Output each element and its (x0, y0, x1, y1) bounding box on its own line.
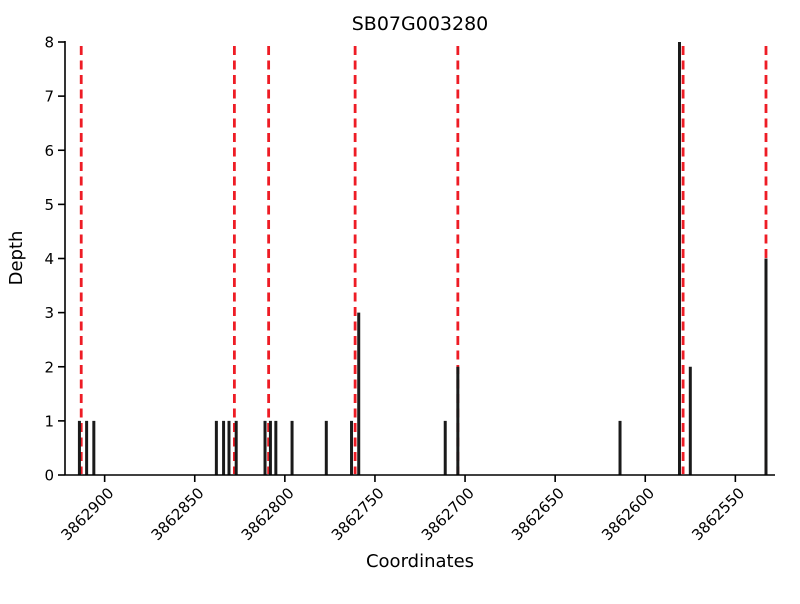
y-tick-label: 4 (44, 250, 54, 268)
x-tick-label: 3862550 (688, 484, 748, 544)
x-tick-label: 3862850 (148, 484, 208, 544)
y-tick-label: 0 (44, 467, 54, 485)
y-tick-label: 8 (44, 34, 54, 52)
marker-lines-group (79, 46, 768, 474)
y-tick-label: 3 (44, 304, 54, 322)
x-tick-label: 3862800 (238, 484, 298, 544)
chart-title: SB07G003280 (352, 13, 489, 35)
axes-group: 0 1 2 3 4 5 6 7 8 3862900 3862850 3862800 3862750 386… (44, 34, 775, 544)
y-tick-label: 5 (44, 196, 54, 214)
x-axis-label: Coordinates (366, 551, 474, 572)
x-tick-label: 3862600 (598, 484, 658, 544)
y-axis-label: Depth (6, 231, 27, 286)
y-tick-label: 1 (44, 412, 54, 430)
depth-bars-group (77, 42, 768, 475)
y-tick-label: 7 (44, 88, 54, 106)
x-tick-label: 3862700 (418, 484, 478, 544)
y-tick-label: 2 (44, 358, 54, 376)
y-tick-label: 6 (44, 142, 54, 160)
x-tick-label: 3862650 (508, 484, 568, 544)
x-tick-label: 3862900 (58, 484, 118, 544)
x-tick-label: 3862750 (328, 484, 388, 544)
